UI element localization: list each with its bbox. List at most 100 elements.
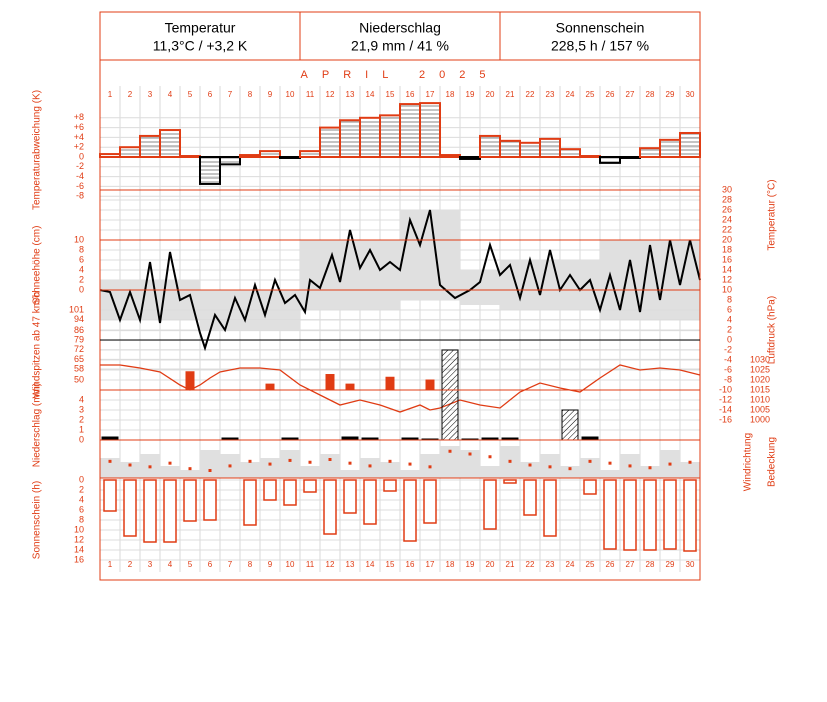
deviation-bar [259,150,281,158]
tick-label: +4 [74,132,84,142]
deviation-bar [579,155,601,159]
cloud-cover [240,462,260,478]
day-label: 26 [606,90,615,99]
tick-label: 18 [722,244,732,254]
normal-range [520,260,540,310]
wind-direction-dot [448,449,452,453]
day-label: 24 [566,560,575,569]
deviation-bar [399,103,421,158]
tick-label: 16 [722,254,732,264]
tick-label: 0 [727,334,732,344]
cloud-cover [480,466,500,478]
wind-direction-dot [368,464,372,468]
wind-direction-dot [528,463,532,467]
wind-direction-dot [668,462,672,466]
cloud-cover [460,450,480,478]
cloud-cover [280,450,300,478]
day-label: 6 [208,90,213,99]
axis-label: Windspitzen ab 47 km/h [32,292,43,399]
cloud-cover [340,470,360,478]
tick-label: 1015 [750,384,770,394]
tick-label: 24 [722,214,732,224]
tick-label: 79 [74,335,84,345]
cloud-cover [640,466,660,478]
tick-label: 1 [79,424,84,434]
wind-direction-dot [148,465,152,469]
day-label: 13 [346,90,355,99]
wind-direction-dot [488,455,492,459]
day-label: 13 [346,560,355,569]
bar [643,479,657,551]
deviation-bar [659,138,681,159]
header-title: Niederschlag [359,20,441,36]
day-label: 10 [286,560,295,569]
cloud-cover [360,458,380,478]
tick-label: 16 [74,554,84,564]
day-label: 29 [666,90,675,99]
cloud-cover [200,450,220,478]
day-label: 29 [666,560,675,569]
cloud-cover [120,462,140,478]
deviation-bar [499,139,521,159]
tick-label: 8 [79,514,84,524]
tick-label: -2 [76,161,84,171]
wind-direction-dot [248,459,252,463]
tick-label: 10 [74,524,84,534]
bar [343,479,357,514]
axis-label: Luftdruck (hPa) [767,296,778,364]
normal-range [620,240,640,320]
day-label: 2 [128,560,133,569]
wind-direction-dot [648,466,652,470]
tick-label: 2 [79,484,84,494]
tick-label: +2 [74,142,84,152]
bar [683,479,697,552]
tick-label: 2 [79,414,84,424]
wind-direction-dot [608,461,612,465]
day-label: 16 [406,90,415,99]
tick-label: -4 [76,171,84,181]
day-label: 30 [686,90,695,99]
wind-direction-dot [388,459,392,463]
cloud-cover [400,470,420,478]
bar [543,479,557,537]
wind-direction-dot [508,459,512,463]
bar [663,479,677,550]
tick-label: 12 [74,534,84,544]
axis-label: Bedeckung [767,437,778,487]
day-label: 27 [626,560,635,569]
deviation-bar [119,146,141,158]
day-label: 1 [108,90,113,99]
wind-direction-dot [188,467,192,471]
deviation-bar [199,156,221,185]
deviation-bar [299,150,321,158]
deviation-bar [379,114,401,158]
wind-direction-dot [548,465,552,469]
bar [363,479,377,525]
deviation-bar [179,155,201,159]
tick-label: 1030 [750,354,770,364]
tick-label: 2 [727,324,732,334]
day-label: 21 [506,560,515,569]
day-label: 7 [228,90,233,99]
cloud-cover [680,462,700,478]
day-label: 1 [108,560,113,569]
line [99,209,701,352]
cloud-cover [580,458,600,478]
deviation-bar [419,102,441,158]
bar [163,479,177,543]
wind-direction-dot [208,469,212,472]
axis-label: Sonnenschein (h) [32,481,43,559]
day-label: 19 [466,90,475,99]
deviation-bar [139,134,161,158]
tick-label: 72 [74,344,84,354]
tick-label: -16 [719,414,732,424]
tick-label: 4 [79,394,84,404]
deviation-bar [159,129,181,159]
bar [383,479,397,492]
cloud-cover [160,466,180,478]
day-label: 20 [486,560,495,569]
tick-label: 8 [727,294,732,304]
tick-label: -6 [724,364,732,374]
